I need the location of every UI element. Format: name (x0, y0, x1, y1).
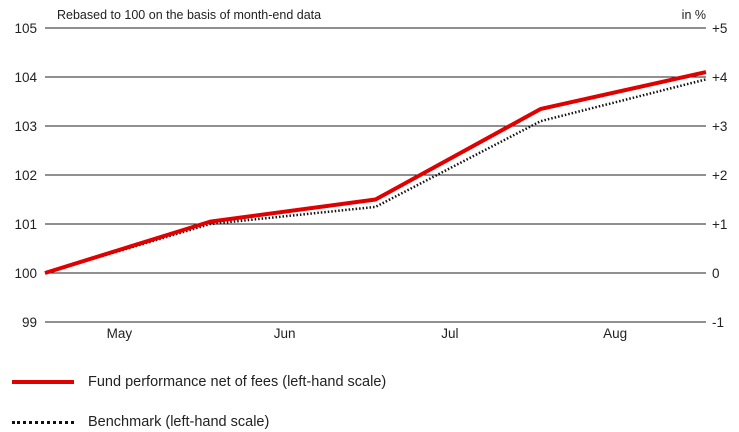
left-tick-label: 100 (14, 266, 37, 281)
right-axis-ticks: -1 0 +1 +2 +3 +4 +5 (712, 21, 728, 330)
legend-label-fund: Fund performance net of fees (left-hand … (88, 374, 387, 390)
legend-label-benchmark: Benchmark (left-hand scale) (88, 414, 270, 430)
right-axis-title: in % (682, 8, 706, 22)
right-tick-label: 0 (712, 266, 720, 281)
left-tick-label: 99 (22, 315, 37, 330)
x-category-label: May (107, 326, 133, 341)
left-tick-label: 105 (14, 21, 37, 36)
x-category-label: Jun (274, 326, 296, 341)
left-tick-label: 101 (14, 217, 37, 232)
performance-chart: 99 100 101 102 103 104 105 -1 0 +1 +2 +3 +4 +5 May Ju… (14, 8, 728, 341)
x-axis-categories: May Jun Jul Aug (107, 326, 628, 341)
series-line-benchmark (44, 78, 707, 275)
x-category-label: Jul (441, 326, 458, 341)
legend-swatch-benchmark (12, 421, 74, 424)
series-lines (44, 70, 707, 275)
right-tick-label: +2 (712, 168, 727, 183)
right-tick-label: +3 (712, 119, 727, 134)
legend-swatch-fund (12, 380, 74, 384)
x-category-label: Aug (603, 326, 627, 341)
grid-lines (45, 27, 706, 323)
left-axis-ticks: 99 100 101 102 103 104 105 (14, 21, 37, 330)
series-line-fund (44, 70, 707, 275)
left-tick-label: 103 (14, 119, 37, 134)
left-tick-label: 102 (14, 168, 37, 183)
chart-subtitle: Rebased to 100 on the basis of month-end… (57, 8, 321, 22)
right-tick-label: -1 (712, 315, 724, 330)
left-tick-label: 104 (14, 70, 37, 85)
right-tick-label: +4 (712, 70, 728, 85)
right-tick-label: +1 (712, 217, 727, 232)
right-tick-label: +5 (712, 21, 727, 36)
